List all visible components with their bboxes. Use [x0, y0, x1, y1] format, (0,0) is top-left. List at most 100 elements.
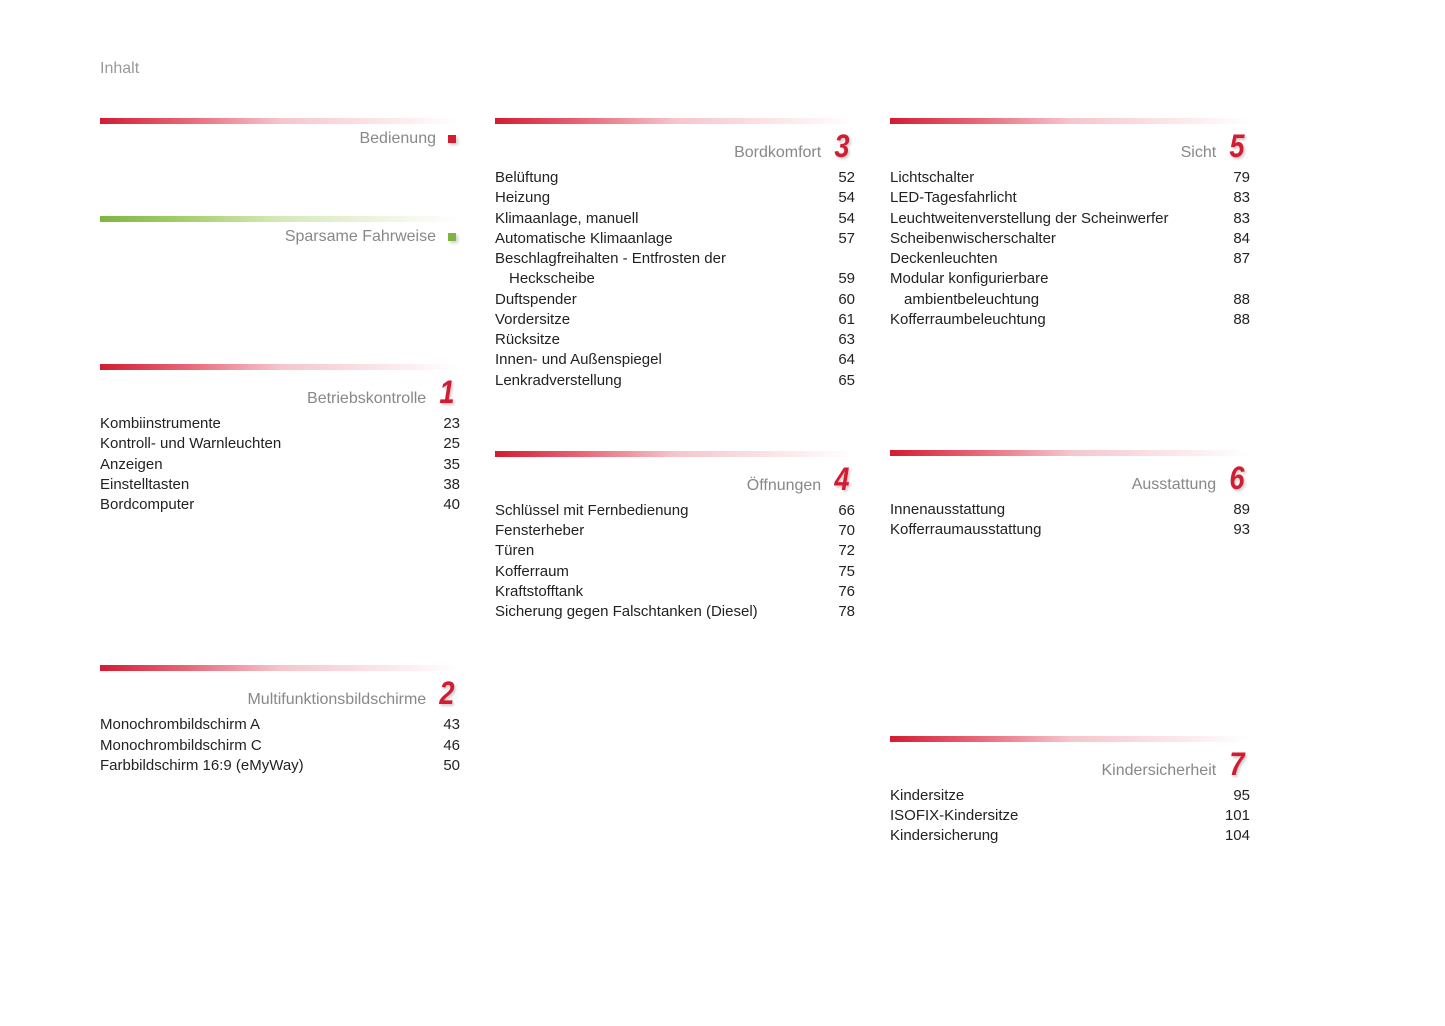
- gradient-bar: [100, 665, 460, 671]
- entry-page: 95: [1220, 786, 1250, 806]
- entry-label: Kontroll- und Warnleuchten: [100, 434, 430, 454]
- gradient-bar: [890, 736, 1250, 742]
- toc-entries: Monochrombildschirm A43 Monochrombildsch…: [100, 715, 460, 776]
- entry-page: 40: [430, 495, 460, 515]
- section-header: Bedienung: [100, 118, 460, 156]
- entry-label: Belüftung: [495, 168, 825, 188]
- toc-entry: Kraftstofftank76: [495, 582, 855, 602]
- entry-page: 60: [825, 290, 855, 310]
- chapter-number: 6: [1230, 462, 1245, 494]
- entry-page: 50: [430, 756, 460, 776]
- section-title: Ausstattung: [1132, 476, 1217, 494]
- gradient-bar: [100, 118, 460, 124]
- entry-label: Schlüssel mit Fernbedienung: [495, 501, 825, 521]
- section-ausstattung: Ausstattung 6 Innenausstattung89 Kofferr…: [890, 450, 1250, 541]
- entry-page: 75: [825, 562, 855, 582]
- toc-entry: LED-Tagesfahrlicht83: [890, 188, 1250, 208]
- toc-entry: Deckenleuchten87: [890, 249, 1250, 269]
- toc-entry: Monochrombildschirm C46: [100, 736, 460, 756]
- toc-entry: Kofferraumbeleuchtung88: [890, 310, 1250, 330]
- toc-entry: Lenkradverstellung65: [495, 371, 855, 391]
- entry-label: Rücksitze: [495, 330, 825, 350]
- entry-page: 101: [1220, 806, 1250, 826]
- entry-page: 59: [825, 269, 855, 289]
- entry-label: Lichtschalter: [890, 168, 1220, 188]
- entry-label: Kofferraumbeleuchtung: [890, 310, 1220, 330]
- entry-label: Monochrombildschirm A: [100, 715, 430, 735]
- entry-label: Modular konfigurierbareambientbeleuchtun…: [890, 269, 1220, 310]
- column-2: Bordkomfort 3 Belüftung52 Heizung54 Klim…: [495, 118, 855, 886]
- entry-label: Scheibenwischerschalter: [890, 229, 1220, 249]
- entry-page: 72: [825, 541, 855, 561]
- gradient-bar: [495, 451, 855, 457]
- toc-entry: Kofferraum75: [495, 562, 855, 582]
- entry-page: 83: [1220, 209, 1250, 229]
- toc-columns: Bedienung Sparsame Fahrweise Betriebskon…: [100, 118, 1345, 886]
- section-title: Multifunktionsbildschirme: [247, 691, 426, 709]
- entry-page: 23: [430, 414, 460, 434]
- section-header: Sparsame Fahrweise: [100, 216, 460, 254]
- chapter-number: 1: [440, 376, 455, 408]
- toc-entries: Kombiinstrumente23 Kontroll- und Warnleu…: [100, 414, 460, 515]
- entry-label: Einstelltasten: [100, 475, 430, 495]
- chapter-number: 4: [835, 463, 850, 495]
- section-header: Multifunktionsbildschirme 2: [100, 665, 460, 703]
- toc-entry: Kindersicherung104: [890, 826, 1250, 846]
- entry-page: 93: [1220, 520, 1250, 540]
- entry-label: Monochrombildschirm C: [100, 736, 430, 756]
- entry-label: Klimaanlage, manuell: [495, 209, 825, 229]
- entry-label: LED-Tagesfahrlicht: [890, 188, 1220, 208]
- entry-page: 88: [1220, 290, 1250, 310]
- column-1: Bedienung Sparsame Fahrweise Betriebskon…: [100, 118, 460, 886]
- entry-page: 104: [1220, 826, 1250, 846]
- entry-label: Anzeigen: [100, 455, 430, 475]
- toc-entry: Fensterheber70: [495, 521, 855, 541]
- entry-label: ISOFIX-Kindersitze: [890, 806, 1220, 826]
- section-title: Sparsame Fahrweise: [285, 228, 436, 246]
- section-header: Bordkomfort 3: [495, 118, 855, 156]
- toc-entry: Innenausstattung89: [890, 500, 1250, 520]
- chapter-number: 7: [1230, 748, 1245, 780]
- section-sicht: Sicht 5 Lichtschalter79 LED-Tagesfahrlic…: [890, 118, 1250, 330]
- entry-page: 61: [825, 310, 855, 330]
- gradient-bar: [100, 364, 460, 370]
- entry-page: 57: [825, 229, 855, 249]
- gradient-bar: [495, 118, 855, 124]
- toc-entry: Heizung54: [495, 188, 855, 208]
- toc-entry: Scheibenwischerschalter84: [890, 229, 1250, 249]
- section-header: Ausstattung 6: [890, 450, 1250, 488]
- toc-entry: Lichtschalter79: [890, 168, 1250, 188]
- section-betriebskontrolle: Betriebskontrolle 1 Kombiinstrumente23 K…: [100, 364, 460, 515]
- section-title: Sicht: [1181, 144, 1217, 162]
- section-title: Betriebskontrolle: [307, 390, 426, 408]
- toc-entry: Duftspender60: [495, 290, 855, 310]
- section-multifunktionsbildschirme: Multifunktionsbildschirme 2 Monochrombil…: [100, 665, 460, 776]
- toc-entry: Leuchtweitenverstellung der Scheinwerfer…: [890, 209, 1250, 229]
- section-header: Sicht 5: [890, 118, 1250, 156]
- square-marker-icon: [448, 135, 456, 143]
- entry-label: Innen- und Außenspiegel: [495, 350, 825, 370]
- section-title: Kindersicherheit: [1101, 762, 1216, 780]
- entry-page: 76: [825, 582, 855, 602]
- entry-label: Innenausstattung: [890, 500, 1220, 520]
- entry-page: 88: [1220, 310, 1250, 330]
- entry-page: 87: [1220, 249, 1250, 269]
- entry-page: 46: [430, 736, 460, 756]
- section-kindersicherheit: Kindersicherheit 7 Kindersitze95 ISOFIX-…: [890, 736, 1250, 847]
- toc-entry: Kombiinstrumente23: [100, 414, 460, 434]
- entry-page: 54: [825, 188, 855, 208]
- entry-label: Kindersitze: [890, 786, 1220, 806]
- entry-label: Duftspender: [495, 290, 825, 310]
- toc-entry: Anzeigen35: [100, 455, 460, 475]
- section-sparsame: Sparsame Fahrweise: [100, 216, 460, 254]
- entry-label: Kofferraum: [495, 562, 825, 582]
- toc-entry: Innen- und Außenspiegel64: [495, 350, 855, 370]
- gradient-bar: [890, 118, 1250, 124]
- entry-label: Heizung: [495, 188, 825, 208]
- toc-entry: Einstelltasten38: [100, 475, 460, 495]
- entry-page: 89: [1220, 500, 1250, 520]
- chapter-number: 5: [1230, 130, 1245, 162]
- entry-label: Bordcomputer: [100, 495, 430, 515]
- entry-page: 65: [825, 371, 855, 391]
- section-oeffnungen: Öffnungen 4 Schlüssel mit Fernbedienung6…: [495, 451, 855, 623]
